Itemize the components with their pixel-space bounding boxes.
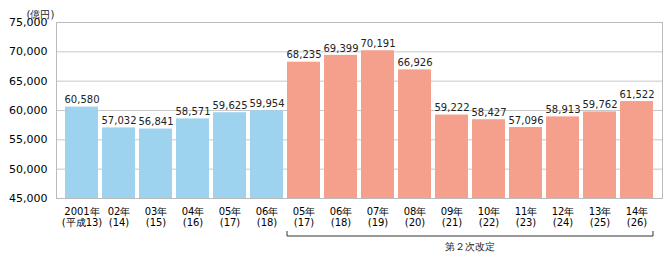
svg-text:55,000: 55,000: [9, 133, 48, 146]
svg-text:61,522: 61,522: [620, 89, 655, 100]
svg-text:03年(15): 03年(15): [145, 206, 168, 228]
svg-text:60,580: 60,580: [65, 94, 100, 105]
svg-text:57,096: 57,096: [509, 115, 544, 126]
svg-text:2001年(平成13): 2001年(平成13): [62, 206, 103, 228]
svg-text:02年(14): 02年(14): [108, 206, 131, 228]
svg-text:04年(16): 04年(16): [182, 206, 205, 228]
svg-text:14年(26): 14年(26): [626, 206, 649, 228]
svg-text:59,222: 59,222: [435, 102, 470, 113]
svg-text:12年(24): 12年(24): [552, 206, 575, 228]
svg-text:09年(21): 09年(21): [441, 206, 464, 228]
svg-text:58,427: 58,427: [472, 107, 507, 118]
svg-text:65,000: 65,000: [9, 75, 48, 88]
svg-text:06年(18): 06年(18): [256, 206, 279, 228]
svg-text:59,954: 59,954: [250, 98, 285, 109]
svg-text:05年(17): 05年(17): [293, 206, 316, 228]
svg-text:58,913: 58,913: [546, 104, 581, 115]
svg-text:75,000: 75,000: [9, 16, 48, 29]
svg-text:70,000: 70,000: [9, 45, 48, 58]
svg-text:59,762: 59,762: [583, 99, 618, 110]
svg-text:08年(20): 08年(20): [404, 206, 427, 228]
svg-text:45,000: 45,000: [9, 192, 48, 205]
svg-text:56,841: 56,841: [139, 116, 174, 127]
svg-text:06年(18): 06年(18): [330, 206, 353, 228]
svg-text:13年(25): 13年(25): [589, 206, 612, 228]
svg-text:66,926: 66,926: [398, 57, 433, 68]
svg-text:68,235: 68,235: [287, 49, 322, 60]
svg-text:69,399: 69,399: [324, 43, 359, 54]
svg-text:57,032: 57,032: [102, 115, 137, 126]
svg-text:(億円): (億円): [27, 9, 55, 20]
svg-text:07年(19): 07年(19): [367, 206, 390, 228]
svg-text:50,000: 50,000: [9, 163, 48, 176]
svg-text:60,000: 60,000: [9, 104, 48, 117]
svg-text:第２次改定: 第２次改定: [445, 241, 495, 252]
svg-text:59,625: 59,625: [213, 100, 248, 111]
svg-text:11年(23): 11年(23): [515, 206, 538, 228]
svg-text:05年(17): 05年(17): [219, 206, 242, 228]
svg-text:70,191: 70,191: [361, 38, 396, 49]
svg-text:10年(22): 10年(22): [478, 206, 501, 228]
svg-text:58,571: 58,571: [176, 106, 211, 117]
